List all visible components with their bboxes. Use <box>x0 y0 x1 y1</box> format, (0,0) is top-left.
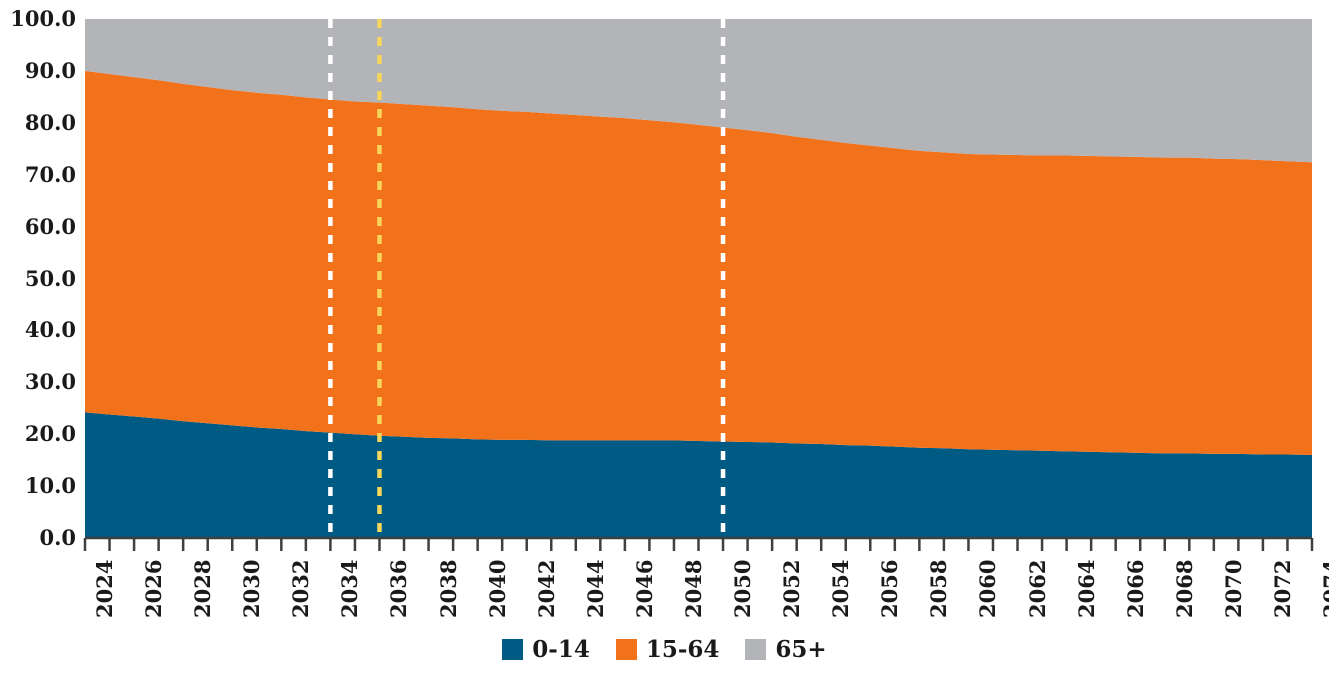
x-axis-tick-label: 2026 <box>141 559 167 618</box>
area-series-0-14 <box>85 412 1312 538</box>
x-axis-tick-label: 2058 <box>926 559 952 618</box>
chart-legend: 0-14 15-64 65+ <box>0 638 1329 661</box>
x-axis-tick-label: 2074 <box>1319 559 1329 618</box>
legend-label: 0-14 <box>532 636 590 663</box>
x-axis-tick-label: 2038 <box>435 559 461 618</box>
x-axis-tick-label: 2044 <box>582 559 608 618</box>
y-axis-tick-label: 30.0 <box>24 369 76 395</box>
x-axis-tick-label: 2066 <box>1122 559 1148 618</box>
x-axis-tick-label: 2070 <box>1220 559 1246 618</box>
y-axis-tick-label: 0.0 <box>39 525 76 550</box>
x-axis-tick-label: 2072 <box>1269 559 1295 618</box>
x-axis-tick-label: 2040 <box>484 559 510 618</box>
legend-item-15-64[interactable]: 15-64 <box>615 636 720 663</box>
y-axis-tick-label: 60.0 <box>24 213 76 239</box>
y-axis-tick-label: 40.0 <box>24 317 76 343</box>
legend-label: 65+ <box>775 636 827 663</box>
x-axis-tick-label: 2046 <box>631 559 657 618</box>
x-axis-tick-label: 2052 <box>779 559 805 618</box>
legend-swatch-icon <box>745 639 767 660</box>
x-axis-tick-label: 2056 <box>877 559 903 618</box>
x-axis-tick-label: 2024 <box>92 559 117 618</box>
y-axis-tick-label: 50.0 <box>24 265 76 291</box>
legend-item-0-14[interactable]: 0-14 <box>502 638 590 661</box>
x-axis-tick-label: 2028 <box>190 559 216 618</box>
y-axis-tick-label: 100.0 <box>10 6 76 31</box>
x-axis-tick-label: 2030 <box>239 559 265 618</box>
x-axis-tick-label: 2042 <box>533 559 559 618</box>
legend-swatch-icon <box>502 639 524 660</box>
area-series-65- <box>85 19 1312 163</box>
x-axis-tick-label: 2048 <box>680 559 706 618</box>
x-axis-tick-label: 2050 <box>730 559 756 618</box>
y-axis-tick-label: 70.0 <box>24 161 76 187</box>
x-axis-tick-label: 2034 <box>337 559 363 618</box>
x-axis-tick-label: 2060 <box>975 559 1001 618</box>
x-axis-tick-label: 2054 <box>828 559 854 618</box>
legend-swatch-icon <box>615 639 637 660</box>
x-axis-tick-label: 2036 <box>386 559 412 618</box>
y-axis-tick-label: 20.0 <box>24 421 76 447</box>
y-axis-tick-label: 90.0 <box>24 57 76 83</box>
x-axis-tick-label: 2062 <box>1024 559 1050 618</box>
legend-label: 15-64 <box>645 636 720 663</box>
y-axis-tick-label: 10.0 <box>24 473 76 499</box>
x-axis-tick-label: 2068 <box>1171 559 1197 618</box>
area-series-15-64 <box>85 70 1312 455</box>
legend-item-65-[interactable]: 65+ <box>745 636 827 663</box>
x-axis-tick-label: 2032 <box>288 559 314 618</box>
y-axis-tick-label: 80.0 <box>24 109 76 135</box>
x-axis-tick-label: 2064 <box>1073 559 1099 618</box>
